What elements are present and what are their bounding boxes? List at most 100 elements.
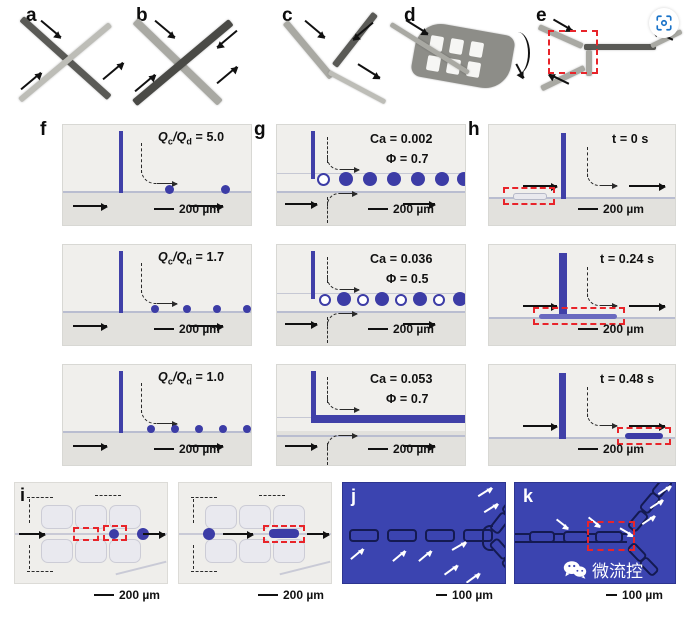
- flow-dash-i1-top2: [95, 495, 121, 496]
- highlight-box-k: [587, 521, 635, 551]
- photo-k: k 微流控: [514, 482, 676, 584]
- flow-dash-arrow-g1: [341, 166, 360, 173]
- arrow-carrier-out-h2: [629, 303, 666, 311]
- highlight-box-i1-b: [103, 525, 127, 541]
- droplet-f2-4: [243, 305, 251, 313]
- arrow-carrier-in-f2: [73, 323, 108, 331]
- plug-j-1: [349, 529, 379, 542]
- channel-wall-h3: [489, 437, 675, 439]
- droplet-g1-4: [387, 172, 401, 186]
- scale-bar-j: 100 µm: [436, 588, 493, 602]
- scale-bar-g2: 200 µm: [368, 322, 434, 336]
- flow-dash-i1-left-v: [29, 499, 30, 523]
- flow-dash-arrow-h1: [601, 182, 618, 189]
- droplet-f1-1: [165, 185, 174, 194]
- white-arrow-j-3: [418, 550, 432, 562]
- channel-wall-f3: [63, 431, 251, 433]
- arrow-carrier-out-g1: [403, 201, 436, 209]
- droplet-g2-2: [337, 292, 351, 306]
- panel-label-j: j: [351, 486, 357, 506]
- droplet-f2-2: [183, 305, 191, 313]
- droplet-f2-1: [151, 305, 159, 313]
- panel-label-i: i: [20, 485, 26, 505]
- chamber-i2-5: [239, 539, 271, 563]
- scale-bar-f1: 200 µm: [154, 202, 220, 216]
- channel-e-stem: [586, 50, 592, 76]
- scale-bar-f2: 200 µm: [154, 322, 220, 336]
- channel-wall-bottom-g2: [277, 311, 465, 313]
- flow-dash-arrow-f2: [157, 300, 178, 307]
- chamber-i1-1: [41, 505, 73, 529]
- main-channel-i1: [15, 533, 167, 535]
- droplet-f3-2: [171, 425, 179, 433]
- chip-pore-d-3: [468, 40, 485, 59]
- dispersed-phase-jet-h1: [561, 133, 566, 199]
- scale-bar-g1: 200 µm: [368, 202, 434, 216]
- channel-e-main: [584, 44, 656, 50]
- continuous-jet-stream-g3: [311, 415, 465, 423]
- ca-label-g1: Ca = 0.002: [370, 132, 433, 146]
- white-arrow-j-8: [465, 572, 481, 583]
- phi-label-g2: Φ = 0.5: [386, 272, 429, 286]
- panel-label-a: a: [26, 5, 37, 26]
- arrow-carrier-in-f1: [73, 203, 108, 211]
- flow-dash-lower-v-g3: [327, 443, 328, 465]
- dispersed-phase-jet-g2: [311, 251, 315, 299]
- plug-k-3: [595, 531, 623, 543]
- chamber-i1-4: [41, 539, 73, 563]
- flow-dash-i2-top: [191, 497, 217, 498]
- droplet-g2-5: [395, 294, 407, 306]
- arrow-carrier-in-g3: [285, 443, 318, 451]
- scale-bar-k: 100 µm: [606, 588, 663, 602]
- flow-dash-arrow-h3: [601, 422, 618, 429]
- white-arrow-j-6: [477, 486, 493, 498]
- arrow-b-out-bottom: [216, 65, 238, 85]
- condition-label-f2: Qc/Qd = 1.7: [158, 250, 225, 267]
- plug-k-1: [529, 531, 555, 543]
- photo-i-right: [178, 482, 332, 584]
- channel-wall-top-g2: [277, 293, 465, 294]
- flow-dash-i1-bot: [27, 571, 53, 572]
- flow-dash-arrow-f1: [157, 180, 178, 187]
- highlight-box-i2: [263, 525, 305, 543]
- channel-c-upper-left: [282, 20, 335, 80]
- highlight-box-i1-a: [73, 527, 99, 541]
- flow-dash-v-g3: [327, 377, 328, 403]
- dispersed-phase-jet-f3: [119, 371, 123, 433]
- arrow-carrier-out-g3: [403, 443, 436, 451]
- photo-h-row2: [488, 244, 676, 346]
- scale-bar-h2: 200 µm: [578, 322, 644, 336]
- panel-label-g: g: [254, 119, 266, 140]
- main-channel-i2: [179, 533, 331, 535]
- white-arrow-j-4: [451, 541, 467, 551]
- flow-dash-v-h3: [587, 387, 588, 417]
- highlight-box-h3: [617, 427, 671, 445]
- scan-code-icon[interactable]: [649, 8, 679, 38]
- channel-wall-h1: [489, 197, 675, 199]
- arrow-i2-out: [307, 531, 330, 539]
- precursor-plug-h1: [513, 193, 547, 200]
- droplet-g2-3: [357, 294, 369, 306]
- flow-dash-v-f1: [141, 143, 142, 173]
- time-label-h3: t = 0.48 s: [600, 372, 655, 386]
- photo-f-row3: [62, 364, 252, 466]
- arrow-c-out: [357, 63, 381, 79]
- highlight-box-h1: [503, 187, 555, 205]
- flow-dash-v-g2: [327, 257, 328, 283]
- dispersed-phase-jet-h3: [559, 373, 566, 439]
- ca-label-g3: Ca = 0.053: [370, 372, 433, 386]
- droplet-g1-2: [339, 172, 353, 186]
- photo-g-row1: [276, 124, 466, 226]
- highlight-box-e: [548, 30, 598, 74]
- photo-j: j: [342, 482, 506, 584]
- scale-bar-h1: 200 µm: [578, 202, 644, 216]
- droplet-g1-6: [435, 172, 449, 186]
- plug-j-3: [425, 529, 455, 542]
- panel-label-f: f: [40, 119, 47, 140]
- time-label-h2: t = 0.24 s: [600, 252, 655, 266]
- arrow-a-out: [102, 61, 124, 81]
- arrow-i1-out: [143, 531, 166, 539]
- scale-bar-g3: 200 µm: [368, 442, 434, 456]
- flow-dash-v-h1: [587, 147, 588, 177]
